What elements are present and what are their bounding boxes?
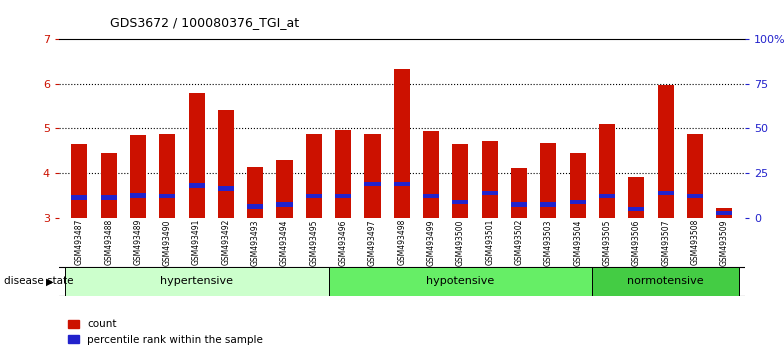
Bar bbox=[247, 167, 263, 218]
Bar bbox=[218, 187, 234, 191]
Bar bbox=[247, 204, 263, 209]
Bar bbox=[687, 194, 703, 199]
Bar bbox=[481, 141, 498, 218]
Text: ▶: ▶ bbox=[45, 276, 53, 286]
Bar bbox=[452, 144, 469, 218]
Bar bbox=[335, 194, 351, 199]
Bar bbox=[511, 202, 527, 206]
Bar bbox=[218, 109, 234, 218]
Text: normotensive: normotensive bbox=[627, 276, 704, 286]
Bar bbox=[570, 200, 586, 204]
Bar bbox=[394, 182, 410, 187]
Bar bbox=[628, 206, 644, 211]
Bar bbox=[306, 194, 322, 199]
Bar bbox=[328, 267, 593, 296]
Bar bbox=[593, 267, 739, 296]
Bar bbox=[188, 183, 205, 188]
Bar bbox=[64, 267, 328, 296]
Bar bbox=[540, 202, 557, 206]
Bar bbox=[423, 131, 439, 218]
Bar bbox=[277, 202, 292, 206]
Bar bbox=[71, 195, 87, 200]
Bar bbox=[394, 69, 410, 218]
Bar bbox=[100, 195, 117, 200]
Bar bbox=[277, 160, 292, 218]
Bar bbox=[365, 134, 380, 218]
Bar bbox=[130, 135, 146, 218]
Bar bbox=[481, 191, 498, 195]
Text: hypertensive: hypertensive bbox=[160, 276, 233, 286]
Bar bbox=[658, 191, 673, 195]
Bar bbox=[570, 153, 586, 218]
Bar bbox=[687, 134, 703, 218]
Bar bbox=[188, 93, 205, 218]
Bar bbox=[628, 177, 644, 218]
Bar bbox=[599, 124, 615, 218]
Bar bbox=[717, 211, 732, 216]
Bar bbox=[511, 168, 527, 218]
Bar bbox=[159, 134, 176, 218]
Bar bbox=[423, 194, 439, 199]
Bar bbox=[658, 85, 673, 218]
Bar bbox=[540, 143, 557, 218]
Bar bbox=[159, 194, 176, 199]
Bar bbox=[306, 134, 322, 218]
Text: hypotensive: hypotensive bbox=[426, 276, 495, 286]
Bar bbox=[100, 153, 117, 218]
Bar bbox=[130, 193, 146, 198]
Bar bbox=[599, 194, 615, 199]
Bar bbox=[452, 200, 469, 204]
Legend: count, percentile rank within the sample: count, percentile rank within the sample bbox=[64, 315, 267, 349]
Bar bbox=[71, 144, 87, 218]
Bar bbox=[717, 208, 732, 218]
Text: disease state: disease state bbox=[4, 276, 74, 286]
Bar bbox=[335, 130, 351, 218]
Text: GDS3672 / 100080376_TGI_at: GDS3672 / 100080376_TGI_at bbox=[110, 16, 299, 29]
Bar bbox=[365, 182, 380, 187]
